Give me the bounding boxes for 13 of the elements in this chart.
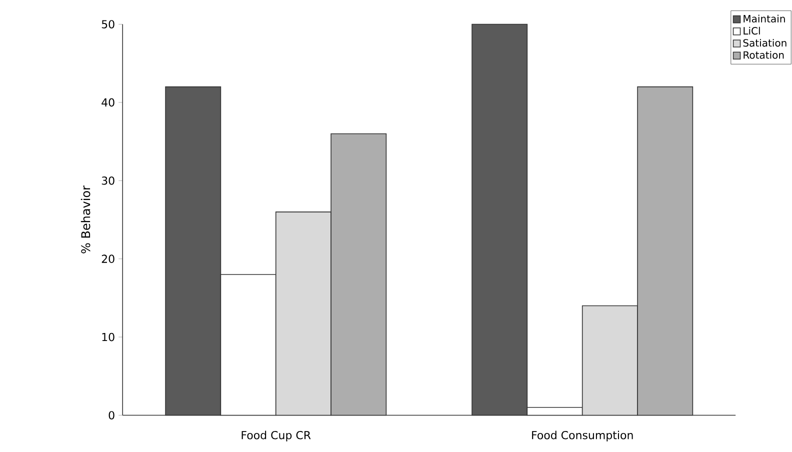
x-tick-label: Food Cup CR	[242, 430, 311, 442]
y-axis-title: % Behavior	[80, 185, 90, 254]
y-tick-label: 10	[102, 332, 114, 342]
y-tick-label: 40	[102, 98, 114, 107]
y-tick-label: 30	[102, 176, 114, 185]
legend-label: Rotation	[744, 51, 784, 59]
legend-label: Satiation	[743, 38, 786, 47]
y-tick-label: 20	[102, 254, 114, 263]
x-tick-label: Food Consumption	[532, 430, 633, 442]
legend-label: Maintain	[744, 14, 785, 22]
y-tick-label: 50	[102, 20, 114, 28]
legend-label: LiCl	[744, 26, 760, 35]
y-tick-label: 0	[108, 411, 114, 420]
